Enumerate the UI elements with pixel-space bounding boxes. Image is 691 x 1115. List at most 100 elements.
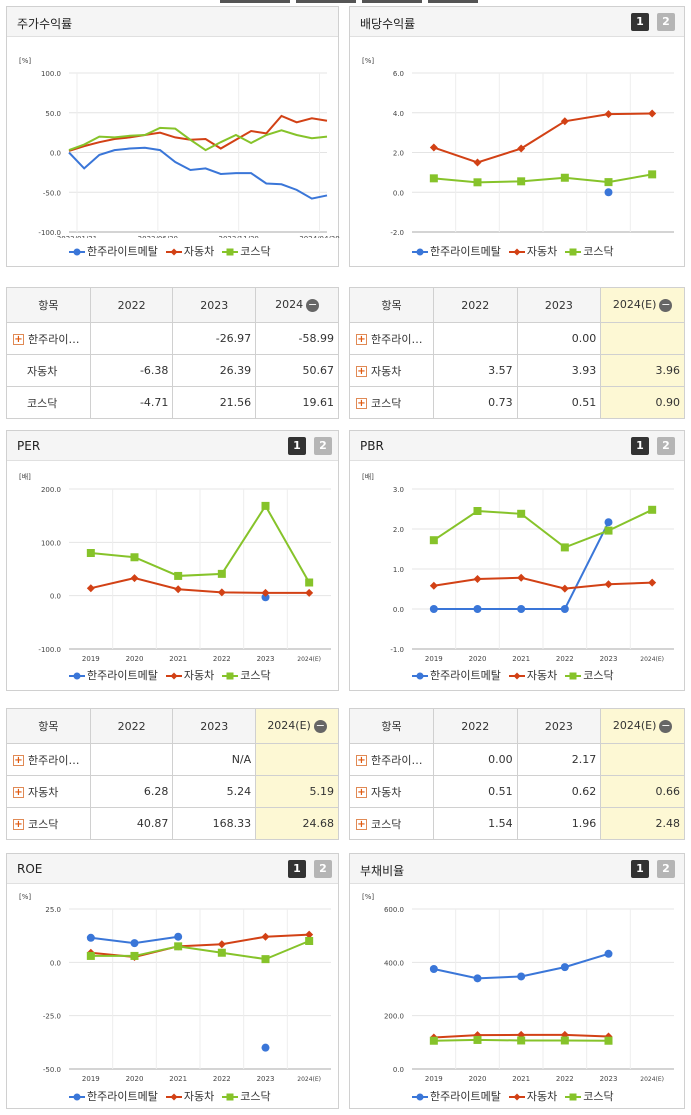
legend-swatch <box>412 248 428 256</box>
view-1-button[interactable]: 1 <box>631 860 649 878</box>
y-tick-label: 25.0 <box>45 906 61 914</box>
expand-icon[interactable]: + <box>356 819 367 830</box>
table-cell: 24.68 <box>255 807 339 840</box>
view-2-button[interactable]: 2 <box>657 860 675 878</box>
row-label[interactable]: + 한주라이… <box>349 322 434 355</box>
data-point <box>517 144 526 153</box>
row-label: 코스닥 <box>6 386 91 419</box>
view-2-button[interactable]: 2 <box>657 437 675 455</box>
legend-swatch <box>565 672 582 680</box>
legend: 한주라이트메탈 자동차 코스닥 <box>412 667 622 683</box>
legend-swatch <box>165 1093 182 1101</box>
data-point <box>604 188 613 197</box>
y-tick-label: 100.0 <box>41 70 61 78</box>
x-tick-label: 2019 <box>82 655 100 662</box>
collapse-icon[interactable]: − <box>659 297 673 312</box>
series-line-3 <box>433 508 653 549</box>
collapse-icon[interactable]: − <box>659 718 673 733</box>
legend-item: 코스닥 <box>222 243 271 259</box>
expand-icon[interactable]: + <box>356 787 367 798</box>
table-cell: 5.24 <box>172 775 257 808</box>
row-label[interactable]: + 한주라이… <box>6 743 91 776</box>
view-2-button[interactable]: 2 <box>314 860 332 878</box>
y-tick-label: 100.0 <box>41 539 61 547</box>
panel-header: PER 1 2 <box>7 431 338 461</box>
legend-label: 코스닥 <box>583 1090 614 1103</box>
view-2-button[interactable]: 2 <box>314 437 332 455</box>
row-label[interactable]: + 한주라이… <box>6 322 91 355</box>
expand-icon[interactable]: + <box>13 819 24 830</box>
view-1-button[interactable]: 1 <box>631 437 649 455</box>
table-cell: 3.93 <box>516 354 602 387</box>
table-cell <box>89 322 174 355</box>
legend-label: 자동차 <box>526 669 558 682</box>
y-tick-label: 200.0 <box>41 486 61 494</box>
legend-swatch <box>165 248 182 256</box>
roe-chart: [%] 25.0 0.0 -25.0 -50.0 2019 2020 2021 2022 2023… <box>19 893 331 1083</box>
legend-swatch <box>222 1093 239 1101</box>
legend-label: 코스닥 <box>240 245 271 258</box>
per-table: 항목 2022 2023 2024(E) − + 한주라이… N/A + 자동차 6.28 5.24 5… <box>6 708 339 840</box>
collapse-icon[interactable]: − <box>313 718 327 733</box>
legend-item: 자동차 <box>165 1088 214 1104</box>
data-point <box>174 932 183 941</box>
expand-icon[interactable]: + <box>356 334 367 345</box>
row-label[interactable]: + 코스닥 <box>6 807 91 840</box>
x-tick-label: 2024(E) <box>640 1076 664 1083</box>
y-tick-label: 0.0 <box>393 606 404 614</box>
table-row: + 자동차 0.51 0.62 0.66 <box>349 775 685 808</box>
column-header: 2022 <box>432 287 518 323</box>
view-2-button[interactable]: 2 <box>657 13 675 31</box>
column-header: 2022 <box>89 287 174 323</box>
panel-title: PBR <box>360 439 384 453</box>
data-point <box>517 509 526 518</box>
data-point <box>517 1036 526 1045</box>
data-point <box>648 505 657 514</box>
legend-item: 코스닥 <box>222 667 271 683</box>
expand-icon[interactable]: + <box>356 755 367 766</box>
column-header: 항목 <box>349 708 434 744</box>
expand-icon[interactable]: + <box>13 787 24 798</box>
table-header-row: 항목 2022 2023 2024(E) − <box>349 287 685 323</box>
table-cell: 2.48 <box>600 807 685 840</box>
table-row: 코스닥 -4.71 21.56 19.61 <box>6 386 339 419</box>
x-tick-label: 2022 <box>556 655 574 662</box>
row-label[interactable]: + 자동차 <box>6 775 91 808</box>
legend-label: 한주라이트메탈 <box>87 245 158 258</box>
data-point <box>473 974 482 983</box>
expand-icon[interactable]: + <box>13 755 24 766</box>
view-1-button[interactable]: 1 <box>288 860 306 878</box>
legend-swatch <box>222 248 239 256</box>
expand-icon[interactable]: + <box>356 366 367 377</box>
x-tick-label: 2021 <box>169 1075 187 1083</box>
data-point <box>604 110 613 119</box>
expand-icon[interactable]: + <box>356 398 367 409</box>
row-label[interactable]: + 한주라이… <box>349 743 434 776</box>
y-tick-label: 4.0 <box>393 110 404 118</box>
y-tick-label: 400.0 <box>384 959 404 967</box>
x-tick-label: 2023 <box>257 655 275 662</box>
table-row: + 코스닥 1.54 1.96 2.48 <box>349 807 685 840</box>
series-line-3 <box>68 126 328 152</box>
legend-item: 한주라이트메탈 <box>69 667 158 683</box>
legend-swatch <box>69 1093 85 1101</box>
legend-label: 코스닥 <box>583 669 614 682</box>
x-tick-label: 2023/06/30 <box>138 235 178 238</box>
row-label[interactable]: + 자동차 <box>349 775 434 808</box>
data-point <box>305 588 314 597</box>
view-1-button[interactable]: 1 <box>288 437 306 455</box>
table-header-row: 항목 2022 2023 2024(E) − <box>6 708 339 744</box>
collapse-icon[interactable]: − <box>306 297 320 312</box>
row-label[interactable]: + 코스닥 <box>349 386 434 419</box>
row-label[interactable]: + 자동차 <box>349 354 434 387</box>
table-row: + 한주라이… -26.97 -58.99 <box>6 322 339 355</box>
expand-icon[interactable]: + <box>13 334 24 345</box>
view-1-button[interactable]: 1 <box>631 13 649 31</box>
row-label[interactable]: + 코스닥 <box>349 807 434 840</box>
table-row: + 한주라이… 0.00 <box>349 322 685 355</box>
data-point <box>604 1036 613 1045</box>
y-tick-label: -100.0 <box>38 229 61 237</box>
column-header: 2023 <box>172 708 257 744</box>
legend-item: 코스닥 <box>222 1088 271 1104</box>
x-tick-label: 2022 <box>556 1075 574 1083</box>
